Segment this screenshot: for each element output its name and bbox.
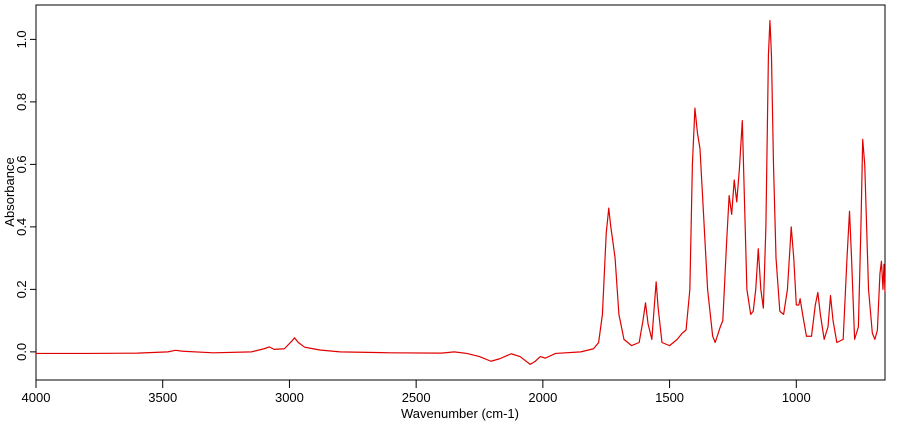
x-tick-label: 1000: [782, 390, 811, 405]
y-tick-label: 0.6: [14, 155, 29, 173]
y-tick-label: 0.8: [14, 93, 29, 111]
spectrum-line: [36, 20, 886, 365]
plot-frame: [35, 4, 886, 381]
x-tick-label: 4000: [22, 390, 51, 405]
y-tick-label: 1.0: [14, 30, 29, 48]
x-tick-label: 2000: [528, 390, 557, 405]
x-tick-label: 1500: [655, 390, 684, 405]
x-tick-label: 3000: [275, 390, 304, 405]
y-tick-label: 0.2: [14, 280, 29, 298]
x-tick-label: 2500: [402, 390, 431, 405]
y-tick-label: 0.0: [14, 343, 29, 361]
x-axis-label: Wavenumber (cm-1): [401, 406, 519, 421]
x-tick-label: 3500: [148, 390, 177, 405]
y-axis-label: Absorbance: [2, 157, 17, 226]
y-tick-label: 0.4: [14, 218, 29, 236]
